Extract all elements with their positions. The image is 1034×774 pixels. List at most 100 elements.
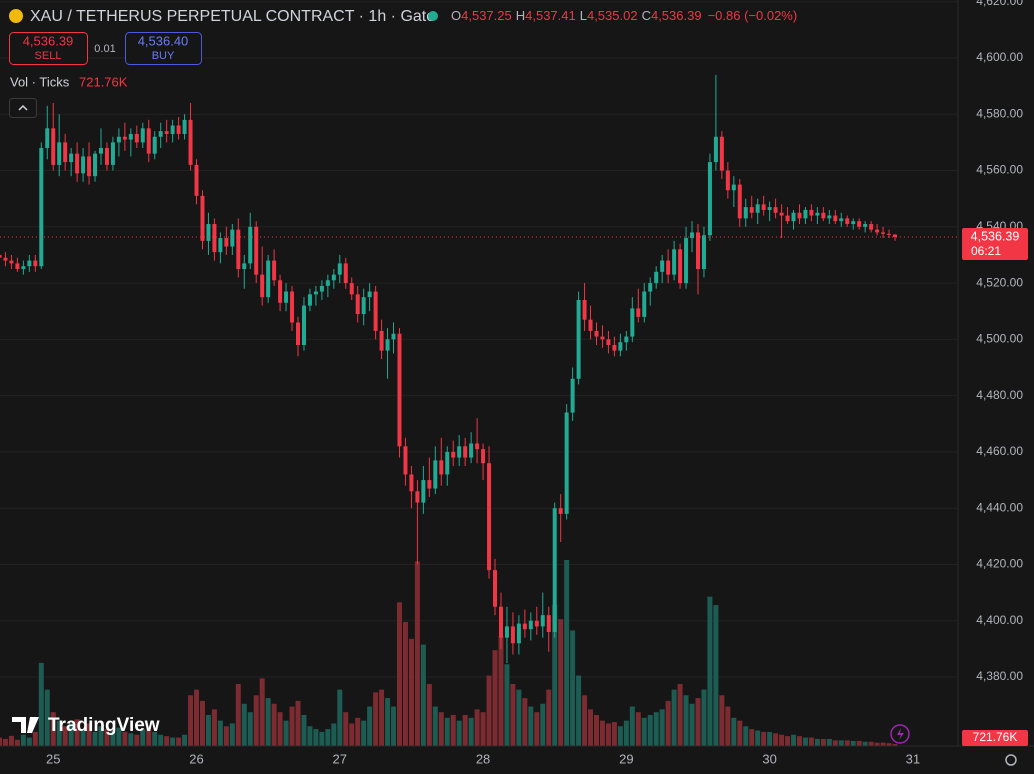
buy-button[interactable] xyxy=(125,32,202,65)
candle-body xyxy=(606,339,611,346)
candle-body xyxy=(0,254,2,258)
volume-bar xyxy=(116,727,122,746)
candle-body xyxy=(875,229,880,233)
candle-body xyxy=(725,170,730,191)
candle-body xyxy=(212,223,217,253)
candle-body xyxy=(684,238,689,284)
volume-bar xyxy=(199,700,205,746)
volume-bar xyxy=(223,726,229,746)
ohlc-prefix: H xyxy=(516,8,525,23)
volume-bar xyxy=(396,602,402,746)
sell-label: SELL xyxy=(35,50,62,62)
y-tick-label: 4,440.00 xyxy=(976,500,1023,514)
volume-bar xyxy=(283,720,289,746)
y-tick-label: 4,520.00 xyxy=(976,275,1023,289)
volume-bar xyxy=(74,719,80,746)
volume-bar xyxy=(134,734,140,746)
volume-bar xyxy=(128,733,134,746)
volume-bar xyxy=(731,717,737,746)
candle-body xyxy=(230,229,235,247)
candle-body xyxy=(624,336,629,343)
ohlc-prefix: O xyxy=(451,8,461,23)
volume-bar xyxy=(44,689,50,746)
candle-body xyxy=(582,299,587,320)
volume-bar xyxy=(62,726,68,746)
volume-bar xyxy=(498,636,504,746)
volume-bar xyxy=(188,695,194,746)
candle-body xyxy=(546,615,551,633)
candle-body xyxy=(331,274,336,281)
collapse-button[interactable] xyxy=(9,98,37,118)
x-tick-label: 27 xyxy=(333,751,347,766)
volume-bar xyxy=(826,738,832,746)
volume-bar xyxy=(743,726,749,746)
volume-bar xyxy=(56,720,62,746)
volume-bar xyxy=(492,650,498,746)
volume-bar xyxy=(158,734,164,746)
candle-body xyxy=(69,153,74,163)
candle-body xyxy=(749,207,754,213)
candle-body xyxy=(158,131,163,137)
candle-body xyxy=(63,142,68,163)
volume-bar xyxy=(301,715,307,746)
volume-bar xyxy=(653,712,659,746)
volume-bar xyxy=(2,738,8,746)
candle-body xyxy=(893,234,897,237)
candle-body xyxy=(128,133,133,140)
volume-bar xyxy=(814,738,820,746)
alert-icon[interactable] xyxy=(890,724,910,744)
candle-body xyxy=(188,119,193,165)
volume-bar xyxy=(277,712,283,746)
volume-bar xyxy=(432,706,438,746)
candle-body xyxy=(588,319,593,331)
volume-bar xyxy=(611,722,617,746)
candle-body xyxy=(301,305,306,346)
volume-bar xyxy=(707,596,713,746)
candle-body xyxy=(284,291,289,303)
volume-pane xyxy=(0,560,898,746)
candle-body xyxy=(630,308,635,337)
buy-price: 4,536.40 xyxy=(138,33,189,48)
volume-bar xyxy=(456,720,462,746)
candle-body xyxy=(666,260,671,275)
volume-bar xyxy=(689,703,695,746)
candles xyxy=(0,74,897,663)
volume-bar xyxy=(361,720,367,746)
volume-value: 721.76K xyxy=(79,74,128,89)
volume-tag-label: 721.76K xyxy=(973,730,1018,744)
volume-bar xyxy=(8,735,14,746)
volume-bar xyxy=(343,712,349,746)
candle-body xyxy=(296,322,300,346)
candle-body xyxy=(642,291,647,317)
volume-bar xyxy=(474,709,480,746)
brand-name: TradingView xyxy=(48,715,160,736)
candle-body xyxy=(355,294,360,315)
candle-body xyxy=(75,153,80,174)
x-tick-label: 31 xyxy=(906,751,920,766)
volume-bar xyxy=(0,737,2,746)
spread: 0.01 xyxy=(94,43,115,55)
volume-bar xyxy=(677,684,683,746)
candle-body xyxy=(361,297,366,315)
settings-icon[interactable] xyxy=(1005,754,1017,766)
volume-bar xyxy=(844,740,850,746)
volume-bar xyxy=(50,712,56,746)
volume-bar xyxy=(450,715,456,746)
sell-button[interactable] xyxy=(9,32,88,65)
candle-body xyxy=(504,626,509,638)
y-tick-label: 4,480.00 xyxy=(976,388,1023,402)
candle-body xyxy=(594,330,599,337)
volume-bar xyxy=(886,743,892,746)
candle-body xyxy=(779,212,784,216)
y-tick-label: 4,380.00 xyxy=(976,669,1023,683)
volume-bar xyxy=(546,689,552,746)
candle-body xyxy=(552,508,557,633)
volume-bar xyxy=(379,689,385,746)
candle-body xyxy=(272,260,277,281)
volume-bar xyxy=(641,717,647,746)
last-price-tag xyxy=(962,227,1028,260)
volume-bar xyxy=(522,698,528,746)
candle-body xyxy=(349,283,354,295)
candle-body xyxy=(236,229,241,270)
